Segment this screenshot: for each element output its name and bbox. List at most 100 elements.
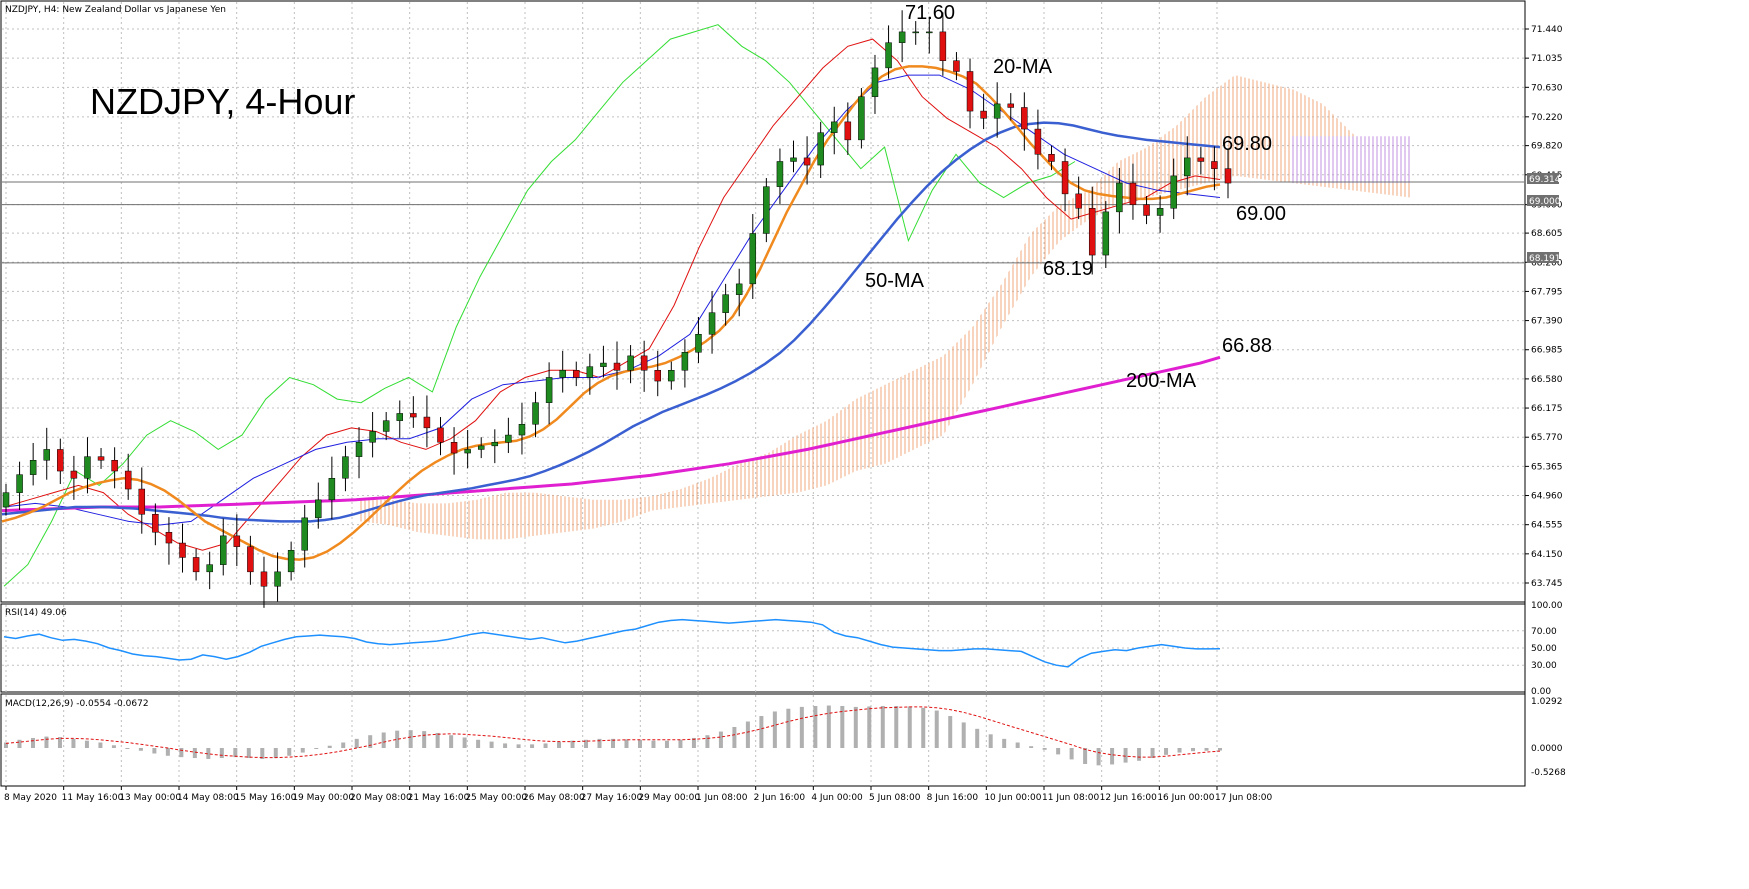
candle-body: [980, 110, 987, 119]
candle: [1021, 92, 1028, 151]
candle-body: [165, 531, 173, 544]
macd-histogram-bar: [516, 744, 521, 748]
price-axis: 71.44071.03570.63070.22069.82069.41569.0…: [1524, 1, 1566, 786]
candle-body: [111, 459, 118, 472]
candle: [735, 268, 743, 317]
rsi-axis-label: 70.00: [1531, 627, 1557, 637]
candle: [111, 447, 118, 489]
candle-body: [396, 413, 404, 421]
macd-histogram-bar: [948, 716, 953, 748]
macd-histogram-bar: [152, 748, 157, 754]
macd-histogram-bar: [664, 740, 669, 748]
candle: [1088, 186, 1096, 275]
macd-indicator: [4, 705, 1222, 766]
moving-averages: [1, 24, 1221, 587]
macd-histogram-bar: [503, 743, 508, 748]
macd-header: MACD(12,26,9) -0.0554 -0.0672: [5, 699, 149, 709]
price-axis-label: 66.580: [1531, 375, 1563, 385]
macd-histogram-bar: [570, 740, 575, 748]
macd-histogram-bar: [772, 711, 777, 748]
time-axis-label: 1 Jun 08:00: [696, 793, 748, 803]
symbol-header: NZDJPY, H4: New Zealand Dollar vs Japane…: [5, 5, 226, 15]
rsi-line: [3, 618, 1221, 668]
time-axis-label: 11 May 16:00: [62, 793, 124, 803]
candle: [749, 214, 757, 299]
candle-body: [152, 513, 159, 533]
macd-axis-label: 1.0292: [1531, 697, 1563, 707]
macd-histogram-bar: [1110, 748, 1115, 765]
candle: [165, 517, 173, 565]
candlesticks: [2, 10, 1232, 608]
macd-histogram-bar: [273, 748, 278, 759]
price-axis-label: 63.745: [1531, 579, 1563, 589]
candle: [1116, 167, 1123, 234]
time-axis-label: 26 May 08:00: [523, 793, 585, 803]
cloud-future: [1290, 136, 1410, 184]
candle-body: [84, 456, 91, 479]
candle-body: [57, 449, 64, 472]
candle-body: [939, 31, 947, 61]
candle: [1224, 149, 1232, 199]
candle: [844, 102, 852, 155]
macd-histogram-bar: [921, 707, 926, 748]
macd-histogram-bar: [138, 748, 143, 751]
candle: [1048, 145, 1055, 171]
macd-histogram-bar: [435, 732, 440, 748]
macd-histogram-bar: [988, 734, 993, 748]
candle-body: [70, 470, 78, 479]
candle-body: [600, 362, 607, 367]
macd-histogram-bar: [449, 735, 454, 748]
candle: [505, 417, 512, 454]
candle-body: [858, 96, 865, 141]
candle: [382, 412, 390, 441]
candle-body: [735, 283, 743, 295]
candle: [1034, 109, 1042, 170]
price-axis-label: 64.555: [1531, 521, 1563, 531]
candle-body: [247, 546, 254, 573]
macd-histogram-bar: [1056, 748, 1061, 755]
time-axis-label: 19 May 00:00: [292, 793, 354, 803]
candle: [152, 503, 159, 546]
annotation-20ma: 20-MA: [993, 56, 1053, 78]
candle: [600, 345, 607, 378]
candle-body: [410, 413, 417, 418]
svg-text:69.000: 69.000: [1529, 197, 1561, 207]
candle-body: [1021, 107, 1028, 130]
cloud-shade: [360, 75, 1410, 540]
time-axis-label: 5 Jun 08:00: [869, 793, 921, 803]
macd-histogram-bar: [1137, 748, 1142, 761]
macd-histogram-bar: [327, 745, 332, 748]
macd-histogram-bar: [759, 716, 764, 748]
price-tag-support: 69.000: [1527, 195, 1561, 207]
candle-body: [477, 445, 485, 450]
time-axis-label: 14 May 08:00: [177, 793, 239, 803]
macd-histogram-bar: [1191, 748, 1196, 752]
candle: [668, 361, 675, 390]
candle: [993, 82, 1001, 138]
candle-body: [260, 571, 268, 587]
price-axis-label: 66.985: [1531, 346, 1563, 356]
candle-body: [681, 352, 689, 371]
candle: [206, 551, 213, 590]
macd-histogram-bar: [867, 706, 872, 748]
macd-histogram-bar: [462, 737, 467, 748]
candle-body: [613, 362, 621, 371]
candle-body: [1088, 208, 1096, 256]
candle-body: [1129, 182, 1137, 205]
candle-body: [545, 377, 553, 403]
candle: [192, 548, 200, 581]
candle-body: [206, 564, 213, 573]
macd-histogram-bar: [745, 721, 750, 748]
candle-body: [1007, 103, 1015, 108]
macd-histogram-bar: [30, 737, 35, 748]
candle: [464, 430, 471, 469]
macd-histogram-bar: [381, 732, 386, 748]
candle: [1129, 163, 1137, 220]
candle: [260, 556, 268, 608]
macd-histogram-bar: [179, 748, 184, 758]
candle: [939, 12, 947, 76]
candle-body: [43, 449, 50, 461]
candle-body: [97, 456, 105, 461]
rsi-axis-label: 50.00: [1531, 644, 1557, 654]
